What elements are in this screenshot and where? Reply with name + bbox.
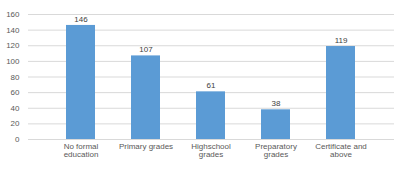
svg-text:0: 0 — [15, 135, 20, 144]
svg-text:160: 160 — [6, 10, 20, 19]
svg-text:Primary grades: Primary grades — [119, 142, 173, 151]
svg-text:60: 60 — [11, 88, 20, 97]
svg-text:100: 100 — [6, 57, 20, 66]
svg-text:Highschoolgrades: Highschoolgrades — [191, 142, 231, 159]
svg-text:61: 61 — [207, 81, 216, 90]
svg-text:140: 140 — [6, 26, 20, 35]
svg-text:38: 38 — [272, 99, 281, 108]
svg-text:Certificate andabove: Certificate andabove — [315, 142, 367, 159]
svg-text:Preparatorygrades: Preparatorygrades — [255, 142, 297, 159]
svg-text:No formaleducation: No formaleducation — [64, 142, 99, 159]
svg-text:146: 146 — [74, 15, 88, 24]
svg-text:80: 80 — [11, 73, 20, 82]
svg-text:20: 20 — [11, 119, 20, 128]
svg-text:40: 40 — [11, 104, 20, 113]
svg-text:119: 119 — [335, 36, 348, 45]
svg-text:120: 120 — [6, 41, 20, 50]
svg-text:107: 107 — [139, 45, 153, 54]
